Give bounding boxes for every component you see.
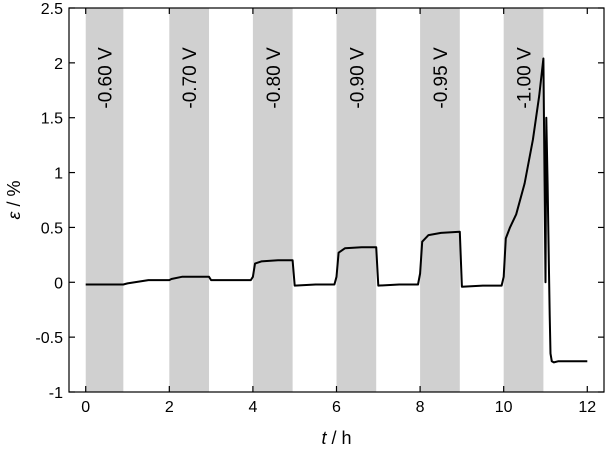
band-label-5: -1.00 V [515, 47, 536, 109]
potential-band-0 [85, 8, 124, 392]
band-label-2: -0.80 V [264, 47, 285, 109]
y-tick-label-2: 0 [54, 275, 63, 292]
band-label-0: -0.60 V [96, 47, 117, 109]
potential-band-3 [336, 8, 377, 392]
y-axis-label: ε / % [4, 181, 24, 220]
band-label-4: -0.95 V [431, 47, 452, 109]
y-tick-label-0: -1 [49, 385, 63, 402]
x-tick-label-2: 4 [248, 399, 257, 416]
potential-band-5 [503, 8, 544, 392]
axis-ticks: 0 2 4 6 8 10 12 -1 -0.5 0 0.5 1 1.5 2 2.5 [35, 1, 604, 416]
potential-band-2 [252, 8, 293, 392]
band-label-1: -0.70 V [180, 47, 201, 109]
potential-bands: -0.60 V -0.70 V -0.80 V -0.90 V -0.95 V -1.00… [85, 8, 544, 392]
x-axis-label: t / h [321, 428, 351, 448]
potential-band-1 [169, 8, 210, 392]
x-tick-label-1: 2 [165, 399, 174, 416]
x-axis-unit: / h [327, 428, 352, 448]
x-tick-label-5: 10 [495, 399, 513, 416]
x-tick-label-3: 6 [332, 399, 341, 416]
y-tick-label-6: 2 [54, 56, 63, 73]
y-tick-label-4: 1 [54, 166, 63, 183]
x-axis-symbol: t [321, 428, 327, 448]
strain-series-line-0 [85, 57, 588, 364]
y-axis-symbol: ε [4, 210, 24, 219]
series-layer [85, 57, 588, 364]
band-label-3: -0.90 V [347, 47, 368, 109]
y-tick-label-3: 0.5 [41, 220, 63, 237]
axis-labels: t / h ε / % [4, 181, 352, 448]
x-tick-label-0: 0 [81, 399, 90, 416]
y-axis-unit: / % [4, 181, 24, 212]
potential-band-4 [420, 8, 460, 392]
y-tick-label-1: -0.5 [35, 330, 63, 347]
y-tick-label-5: 1.5 [41, 111, 63, 128]
y-tick-label-7: 2.5 [41, 1, 63, 18]
x-tick-label-4: 8 [416, 399, 425, 416]
x-tick-label-6: 12 [578, 399, 596, 416]
